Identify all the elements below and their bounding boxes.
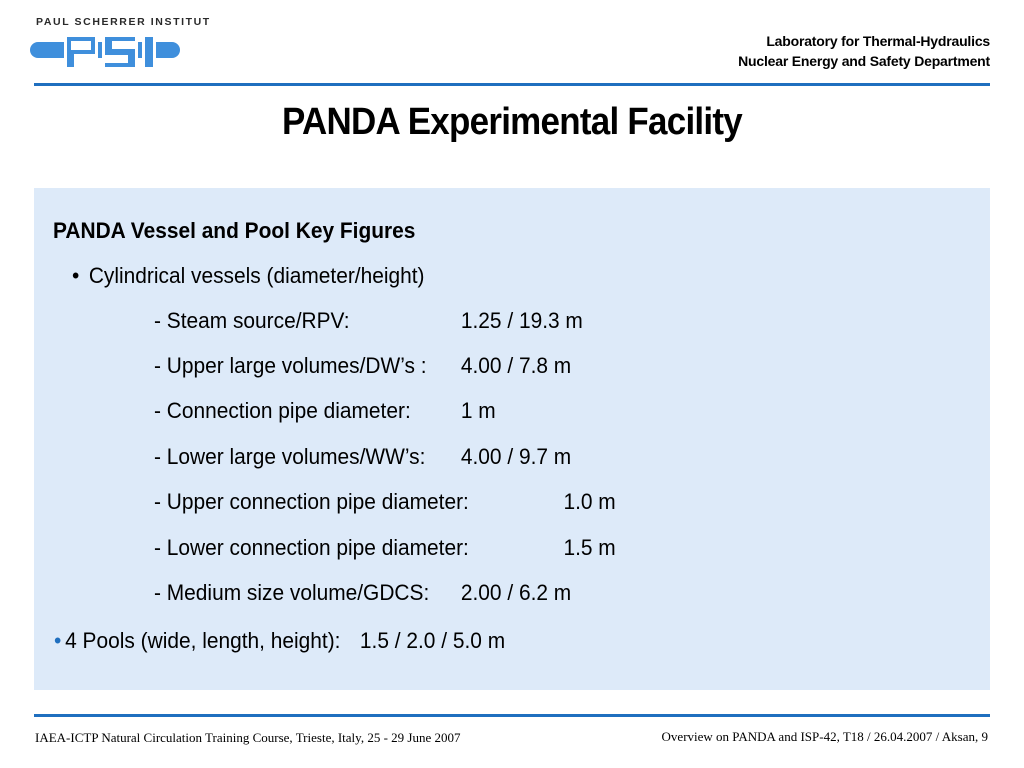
bullet-marker: • <box>54 628 62 653</box>
pools-label: 4 Pools (wide, length, height): <box>65 628 341 653</box>
row-label: - Steam source/RPV: <box>154 308 350 333</box>
header-affiliation: Laboratory for Thermal-Hydraulics Nuclea… <box>738 31 990 71</box>
psi-logo-mark <box>30 34 180 70</box>
row-value: 1.5 m <box>563 535 616 560</box>
row-value: 2.00 / 6.2 m <box>460 580 572 605</box>
row-value: 1.0 m <box>563 489 616 514</box>
row-value: 4.00 / 7.8 m <box>460 353 572 378</box>
row-label: - Lower large volumes/WW’s: <box>154 444 426 469</box>
footer-course: IAEA-ICTP Natural Circulation Training C… <box>35 730 461 745</box>
row-label: - Upper large volumes/DW’s : <box>154 353 427 378</box>
row-label: - Lower connection pipe diameter: <box>154 535 469 560</box>
footer-slide-info: Overview on PANDA and ISP-42, T18 / 26.0… <box>661 729 988 744</box>
row-label: - Medium size volume/GDCS: <box>154 580 430 605</box>
row-label: - Connection pipe diameter: <box>154 398 411 423</box>
pools-value: 1.5 / 2.0 / 5.0 m <box>359 628 506 653</box>
header-divider <box>34 83 990 86</box>
row-value: 1 m <box>460 398 496 423</box>
department-name: Nuclear Energy and Safety Department <box>738 53 990 69</box>
bullet-pools: • 4 Pools (wide, length, height): 1.5 / 2… <box>54 628 505 654</box>
row-label: - Upper connection pipe diameter: <box>154 489 469 514</box>
row-value: 1.25 / 19.3 m <box>460 308 583 333</box>
section-heading: PANDA Vessel and Pool Key Figures <box>53 218 416 243</box>
slide-title: PANDA Experimental Facility <box>282 101 743 143</box>
psi-logo: PAUL SCHERRER INSTITUT <box>30 16 209 74</box>
footer-divider <box>34 714 990 717</box>
bullet-marker: • <box>72 263 80 288</box>
bullet-vessels: • Cylindrical vessels (diameter/height) <box>72 263 425 289</box>
content-panel <box>34 188 990 690</box>
row-value: 4.00 / 9.7 m <box>460 444 572 469</box>
lab-name: Laboratory for Thermal-Hydraulics <box>766 33 990 49</box>
bullet-vessels-text: Cylindrical vessels (diameter/height) <box>88 263 425 288</box>
logo-caption: PAUL SCHERRER INSTITUT <box>36 16 211 28</box>
